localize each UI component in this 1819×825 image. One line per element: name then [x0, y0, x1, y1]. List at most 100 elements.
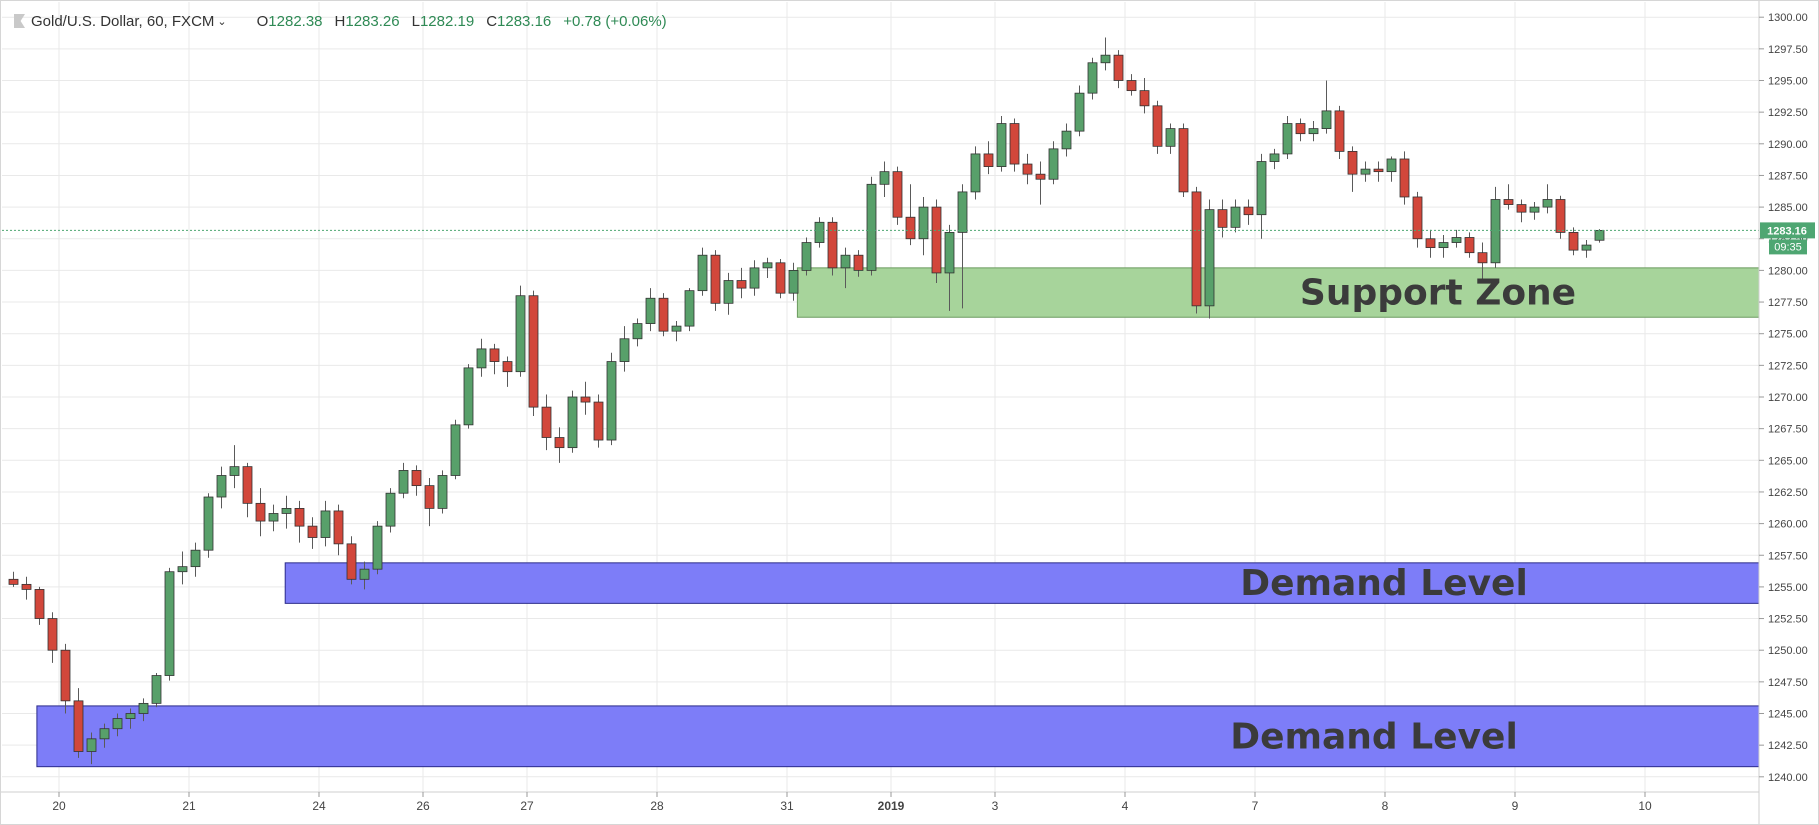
candle[interactable] [827, 221, 838, 269]
candle[interactable] [502, 361, 513, 373]
candle[interactable] [801, 242, 812, 271]
candle[interactable] [1529, 206, 1540, 213]
candle[interactable] [905, 216, 916, 240]
candle[interactable] [8, 578, 19, 585]
candle[interactable] [567, 396, 578, 449]
candle[interactable] [1165, 128, 1176, 147]
candle[interactable] [47, 618, 58, 651]
candle[interactable] [372, 525, 383, 570]
candle[interactable] [1464, 237, 1475, 254]
candle[interactable] [541, 406, 552, 438]
candle[interactable] [164, 571, 175, 676]
candle[interactable] [645, 297, 656, 324]
candle[interactable] [1477, 252, 1488, 264]
candle[interactable] [528, 295, 539, 408]
candle[interactable] [281, 508, 292, 514]
candle[interactable] [723, 280, 734, 304]
candle[interactable] [892, 171, 903, 218]
candle[interactable] [333, 510, 344, 545]
candle[interactable] [138, 702, 149, 714]
candle[interactable] [1204, 209, 1215, 307]
candle[interactable] [1503, 199, 1514, 205]
candle[interactable] [879, 171, 890, 185]
candle[interactable] [619, 338, 630, 362]
candle[interactable] [359, 568, 370, 580]
support-zone[interactable] [796, 267, 1760, 318]
candle[interactable] [450, 424, 461, 476]
candle[interactable] [476, 348, 487, 369]
candle[interactable] [1347, 150, 1358, 175]
candle[interactable] [125, 713, 136, 719]
candle[interactable] [840, 254, 851, 269]
candle[interactable] [606, 361, 617, 441]
candle[interactable] [1256, 161, 1267, 216]
candle[interactable] [1074, 92, 1085, 132]
candle[interactable] [1399, 158, 1410, 198]
candle[interactable] [268, 513, 279, 522]
candle[interactable] [1425, 238, 1436, 249]
candle[interactable] [1555, 199, 1566, 233]
candle[interactable] [1035, 173, 1046, 180]
candle[interactable] [697, 254, 708, 292]
candle[interactable] [86, 738, 97, 752]
candle[interactable] [1061, 130, 1072, 150]
candle[interactable] [1412, 196, 1423, 240]
demand-level-zone[interactable] [36, 705, 1760, 768]
candle[interactable] [775, 262, 786, 294]
candle[interactable] [1152, 105, 1163, 147]
candle[interactable] [1451, 237, 1462, 243]
candle[interactable] [671, 325, 682, 332]
candle[interactable] [1048, 148, 1059, 180]
candle[interactable] [1490, 199, 1501, 264]
candle[interactable] [203, 496, 214, 551]
candle[interactable] [73, 700, 84, 752]
candle[interactable] [983, 153, 994, 167]
candle[interactable] [1126, 80, 1137, 92]
candle[interactable] [437, 475, 448, 509]
candle[interactable] [1009, 123, 1020, 165]
candle[interactable] [593, 401, 604, 441]
candle[interactable] [658, 297, 669, 332]
candle[interactable] [112, 718, 123, 730]
candle[interactable] [515, 295, 526, 373]
candle[interactable] [60, 649, 71, 702]
candle[interactable] [1139, 90, 1150, 107]
demand-level-zone[interactable] [284, 562, 1760, 604]
candle[interactable] [294, 508, 305, 527]
candle[interactable] [1321, 110, 1332, 130]
candle[interactable] [411, 470, 422, 487]
candle[interactable] [1113, 54, 1124, 81]
candle[interactable] [1386, 158, 1397, 173]
candle[interactable] [34, 589, 45, 619]
candle[interactable] [21, 583, 32, 590]
candle[interactable] [684, 290, 695, 327]
candle[interactable] [1373, 168, 1384, 173]
candle[interactable] [749, 267, 760, 289]
candle[interactable] [580, 396, 591, 403]
candle[interactable] [1100, 54, 1111, 64]
candle[interactable] [853, 254, 864, 271]
candle[interactable] [632, 323, 643, 340]
candle[interactable] [1269, 153, 1280, 162]
candle[interactable] [1243, 206, 1254, 216]
candle[interactable] [970, 153, 981, 193]
candle[interactable] [866, 183, 877, 271]
candle[interactable] [1230, 206, 1241, 228]
chevron-down-icon[interactable]: ⌄ [217, 15, 227, 28]
candle[interactable] [255, 502, 266, 522]
candle[interactable] [1022, 163, 1033, 175]
candle[interactable] [1308, 128, 1319, 135]
symbol-title[interactable]: Gold/U.S. Dollar, 60, FXCM [31, 12, 215, 30]
candle[interactable] [177, 566, 188, 573]
candle[interactable] [762, 262, 773, 269]
candle[interactable] [307, 525, 318, 538]
candle[interactable] [1087, 62, 1098, 94]
candle[interactable] [190, 549, 201, 568]
candle[interactable] [996, 123, 1007, 167]
candle[interactable] [1581, 244, 1592, 251]
symbol-flag-icon[interactable] [14, 14, 25, 28]
candle[interactable] [1568, 232, 1579, 251]
candle[interactable] [398, 470, 409, 494]
candle[interactable] [385, 492, 396, 527]
